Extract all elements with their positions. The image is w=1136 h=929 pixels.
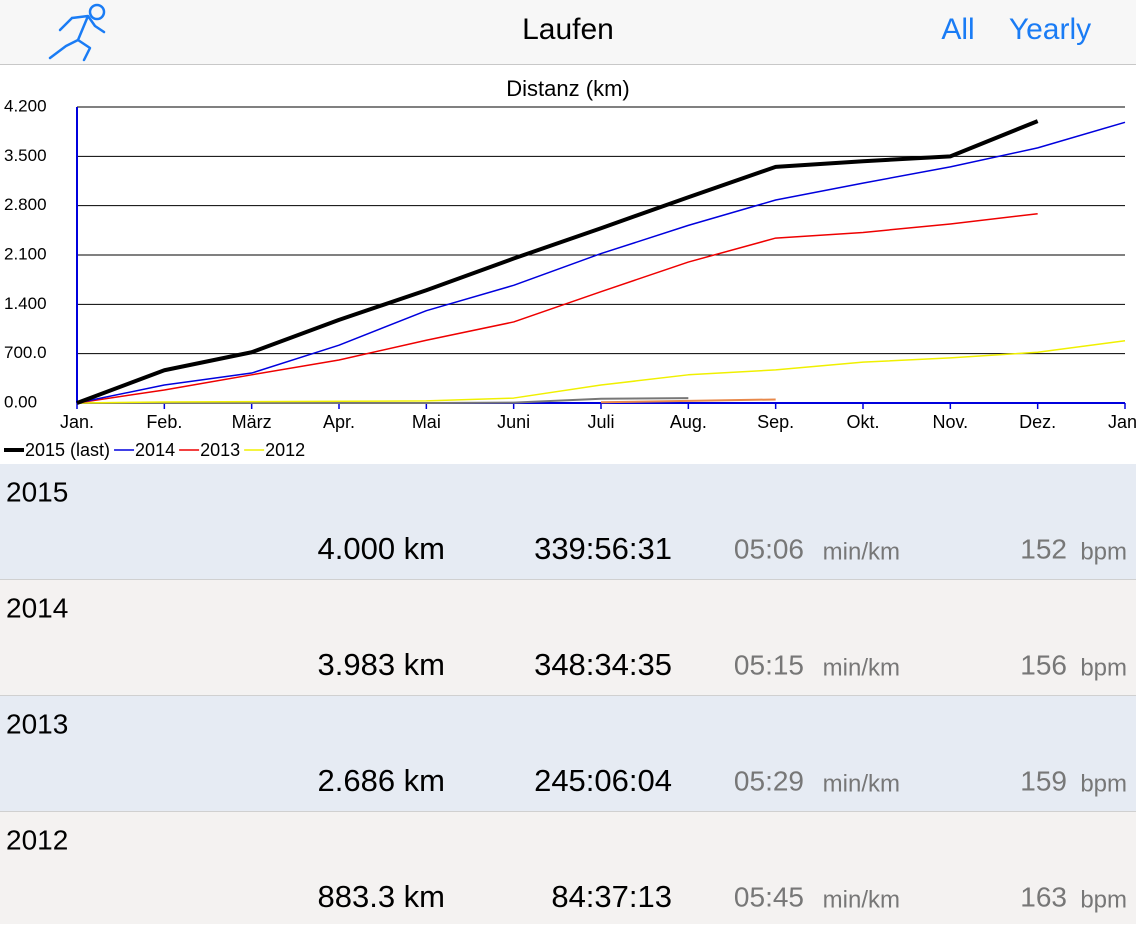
legend-label: 2012	[265, 440, 305, 460]
series-line	[76, 212, 1038, 404]
row-background	[0, 464, 1136, 579]
series-line	[600, 398, 776, 404]
y-tick-label: 4.200	[4, 96, 47, 115]
series-line	[76, 119, 1039, 405]
series-line	[76, 121, 1126, 404]
y-tick-label: 700.0	[4, 343, 47, 362]
nav-title: Laufen	[522, 13, 614, 46]
row-background	[0, 696, 1136, 811]
row-hr: 152	[1020, 533, 1067, 564]
row-time: 348:34:35	[534, 647, 672, 682]
row-distance: 2.686 km	[317, 763, 445, 798]
x-tick-label: Sep.	[757, 412, 794, 432]
y-tick-label: 1.400	[4, 294, 47, 313]
x-tick-label: Juli	[587, 412, 614, 432]
row-time: 84:37:13	[551, 879, 672, 914]
row-pace-unit: min/km	[823, 538, 900, 565]
nav-bar	[0, 0, 1136, 64]
x-tick-label: Mai	[412, 412, 441, 432]
legend-label: 2015 (last)	[25, 440, 110, 460]
row-background	[0, 580, 1136, 695]
row-hr: 159	[1020, 765, 1067, 796]
row-pace: 05:06	[734, 533, 804, 564]
row-distance: 3.983 km	[317, 647, 445, 682]
legend-label: 2014	[135, 440, 175, 460]
all-button[interactable]: All	[941, 13, 974, 46]
x-tick-label: Apr.	[323, 412, 355, 432]
x-tick-label: Dez.	[1019, 412, 1056, 432]
row-time: 245:06:04	[534, 763, 672, 798]
chart-title: Distanz (km)	[506, 76, 629, 101]
y-tick-label: 0.00	[4, 392, 37, 411]
series-line	[76, 340, 1126, 404]
runner-icon[interactable]	[48, 3, 106, 62]
x-tick-label: Jan.	[60, 412, 94, 432]
row-pace: 05:29	[734, 765, 804, 796]
row-pace-unit: min/km	[823, 886, 900, 913]
legend-label: 2013	[200, 440, 240, 460]
x-tick-label: März	[232, 412, 272, 432]
row-hr-unit: bpm	[1080, 654, 1127, 681]
y-tick-label: 2.100	[4, 244, 47, 263]
row-time: 339:56:31	[534, 531, 672, 566]
row-pace-unit: min/km	[823, 770, 900, 797]
y-tick-label: 2.800	[4, 195, 47, 214]
row-distance: 883.3 km	[317, 879, 445, 914]
row-year: 2012	[6, 824, 68, 855]
x-tick-label: Nov.	[932, 412, 968, 432]
x-tick-label: Juni	[497, 412, 530, 432]
row-year: 2013	[6, 708, 68, 739]
row-year: 2014	[6, 592, 68, 623]
row-distance: 4.000 km	[317, 531, 445, 566]
row-hr-unit: bpm	[1080, 538, 1127, 565]
row-pace: 05:45	[734, 881, 804, 912]
x-tick-label: Okt.	[846, 412, 879, 432]
series-line	[77, 397, 689, 404]
row-hr-unit: bpm	[1080, 770, 1127, 797]
row-hr: 163	[1020, 881, 1067, 912]
x-tick-label: Jan.	[1108, 412, 1136, 432]
yearly-button[interactable]: Yearly	[1009, 13, 1091, 46]
y-tick-label: 3.500	[4, 146, 47, 165]
table: 2015 4.000 km 339:56:31 min/km 05:06 bpm 152 20…	[0, 464, 1136, 928]
row-year: 2015	[6, 476, 68, 507]
row-hr: 156	[1020, 649, 1067, 680]
row-hr-unit: bpm	[1080, 886, 1127, 913]
row-pace-unit: min/km	[823, 654, 900, 681]
row-pace: 05:15	[734, 649, 804, 680]
row-background	[0, 812, 1136, 927]
x-tick-label: Aug.	[670, 412, 707, 432]
chart: 0.00 700.0 1.400 2.100 2.800 3.500 4.200 Jan. Fe…	[4, 96, 1136, 460]
x-tick-label: Feb.	[146, 412, 182, 432]
